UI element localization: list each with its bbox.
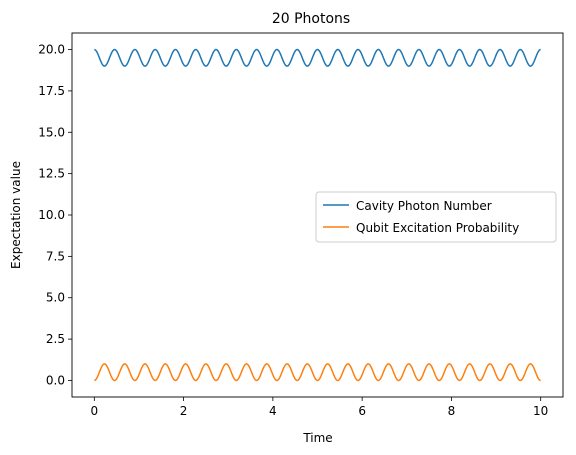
y-axis-label: Expectation value <box>9 161 23 269</box>
y-tick-label: 0.0 <box>46 373 65 387</box>
y-tick-label: 5.0 <box>46 291 65 305</box>
x-tick-label: 6 <box>358 404 366 418</box>
y-tick-label: 2.5 <box>46 332 65 346</box>
series-line-qubit <box>94 363 541 382</box>
series-line-cavity <box>94 48 541 67</box>
x-axis-label: Time <box>302 431 332 445</box>
y-tick-label: 17.5 <box>38 84 65 98</box>
legend-label-qubit: Qubit Excitation Probability <box>356 221 519 235</box>
y-tick-label: 12.5 <box>38 167 65 181</box>
legend-box <box>315 191 557 243</box>
y-tick-label: 7.5 <box>46 249 65 263</box>
x-tick-label: 2 <box>180 404 188 418</box>
x-tick-label: 4 <box>269 404 277 418</box>
legend: Cavity Photon Number Qubit Excitation Pr… <box>315 191 557 243</box>
x-tick-label: 8 <box>448 404 456 418</box>
series-lines <box>94 48 541 382</box>
x-tick-label: 10 <box>533 404 548 418</box>
x-tick-label: 0 <box>90 404 98 418</box>
chart-title: 20 Photons <box>272 11 350 27</box>
x-axis-ticks: 0 2 4 6 8 10 <box>90 397 548 418</box>
y-tick-label: 10.0 <box>38 208 65 222</box>
legend-label-cavity: Cavity Photon Number <box>356 199 492 213</box>
y-tick-label: 15.0 <box>38 125 65 139</box>
y-tick-label: 20.0 <box>38 43 65 57</box>
y-axis-ticks: 0.0 2.5 5.0 7.5 10.0 12.5 15.0 17.5 20.0 <box>38 43 72 387</box>
